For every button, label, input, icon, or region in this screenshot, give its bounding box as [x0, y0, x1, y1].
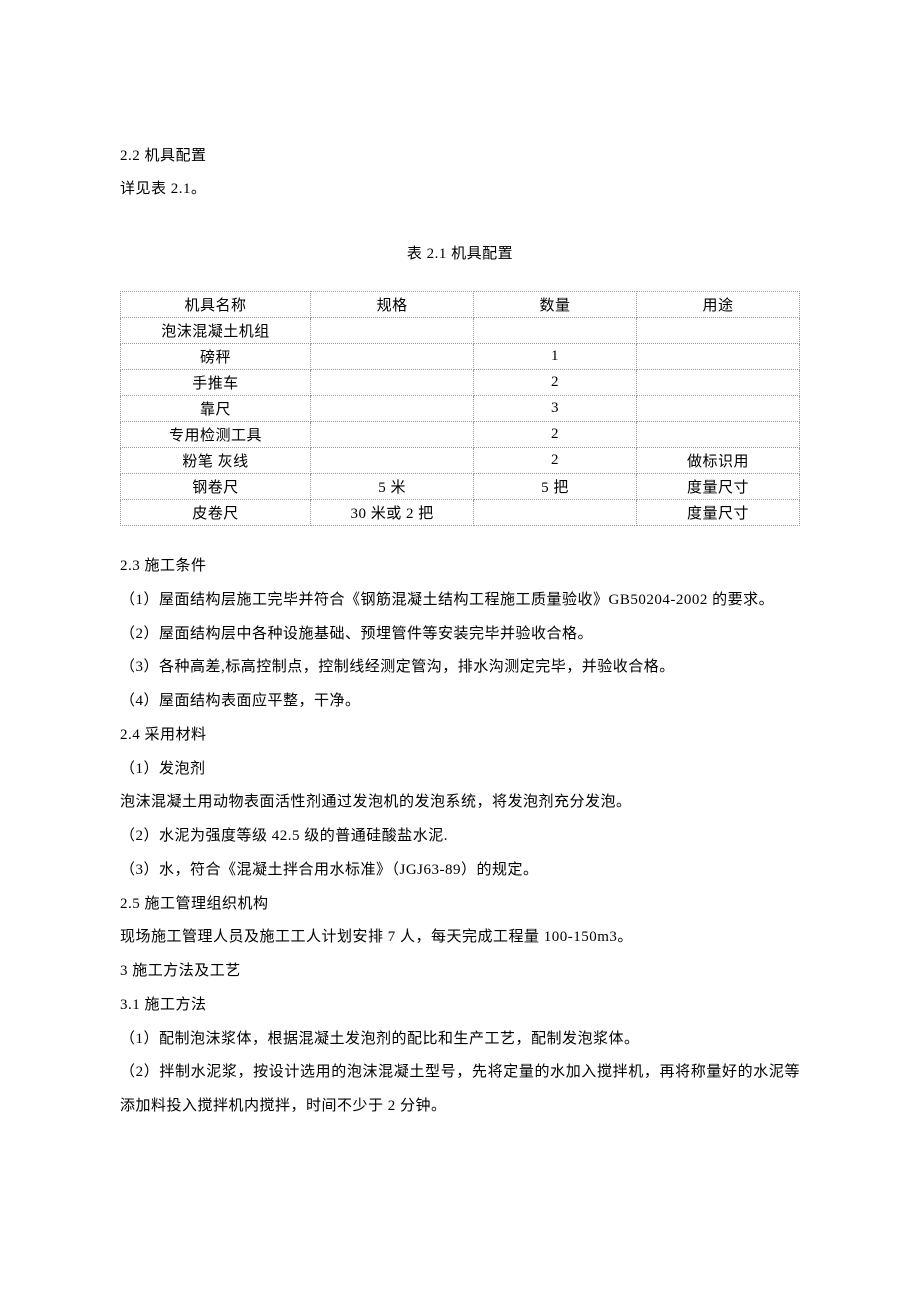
body-line: 2.3 施工条件 — [120, 550, 800, 584]
table-cell — [474, 500, 637, 526]
table-caption: 表 2.1 机具配置 — [120, 238, 800, 271]
table-header-cell: 数量 — [474, 292, 637, 318]
table-row: 靠尺 3 — [121, 396, 800, 422]
table-row: 皮卷尺 30 米或 2 把 度量尺寸 — [121, 500, 800, 526]
body-line: （2）拌制水泥浆，按设计选用的泡沫混凝土型号，先将定量的水加入搅拌机，再将称量好… — [120, 1056, 800, 1124]
table-cell — [637, 422, 800, 448]
table-cell: 1 — [474, 344, 637, 370]
table-row: 手推车 2 — [121, 370, 800, 396]
table-header-cell: 规格 — [311, 292, 474, 318]
table-cell: 3 — [474, 396, 637, 422]
section-heading-2-2: 2.2 机具配置 — [120, 140, 800, 173]
body-text-container: 2.3 施工条件 （1）屋面结构层施工完毕并符合《钢筋混凝土结构工程施工质量验收… — [120, 550, 800, 1124]
equipment-table: 机具名称 规格 数量 用途 泡沫混凝土机组 磅秤 1 手推车 2 靠尺 3 专用… — [120, 291, 800, 526]
table-cell: 做标识用 — [637, 448, 800, 474]
table-cell: 粉笔 灰线 — [121, 448, 311, 474]
table-cell — [311, 422, 474, 448]
body-line: （1）发泡剂 — [120, 753, 800, 787]
table-row: 钢卷尺 5 米 5 把 度量尺寸 — [121, 474, 800, 500]
table-cell — [311, 318, 474, 344]
table-cell: 2 — [474, 448, 637, 474]
table-cell: 30 米或 2 把 — [311, 500, 474, 526]
table-cell: 手推车 — [121, 370, 311, 396]
table-cell — [637, 370, 800, 396]
table-cell: 度量尺寸 — [637, 474, 800, 500]
table-cell — [311, 370, 474, 396]
table-cell: 钢卷尺 — [121, 474, 311, 500]
table-cell: 5 米 — [311, 474, 474, 500]
table-row: 粉笔 灰线 2 做标识用 — [121, 448, 800, 474]
body-line: （1）配制泡沫浆体，根据混凝土发泡剂的配比和生产工艺，配制发泡浆体。 — [120, 1023, 800, 1057]
body-line: 2.5 施工管理组织机构 — [120, 888, 800, 922]
table-cell — [637, 344, 800, 370]
body-line: （1）屋面结构层施工完毕并符合《钢筋混凝土结构工程施工质量验收》GB50204-… — [120, 584, 800, 618]
table-cell — [311, 344, 474, 370]
table-cell: 磅秤 — [121, 344, 311, 370]
body-line: （2）屋面结构层中各种设施基础、预埋管件等安装完毕并验收合格。 — [120, 618, 800, 652]
table-reference: 详见表 2.1。 — [120, 173, 800, 206]
body-line: （3）各种高差,标高控制点，控制线经测定管沟，排水沟测定完毕，并验收合格。 — [120, 651, 800, 685]
table-cell: 度量尺寸 — [637, 500, 800, 526]
table-cell: 2 — [474, 370, 637, 396]
table-header-cell: 机具名称 — [121, 292, 311, 318]
body-line: 3.1 施工方法 — [120, 989, 800, 1023]
table-header-row: 机具名称 规格 数量 用途 — [121, 292, 800, 318]
table-cell — [311, 448, 474, 474]
body-line: （4）屋面结构表面应平整，干净。 — [120, 685, 800, 719]
body-line: 3 施工方法及工艺 — [120, 955, 800, 989]
table-row: 泡沫混凝土机组 — [121, 318, 800, 344]
body-line: 泡沫混凝土用动物表面活性剂通过发泡机的发泡系统，将发泡剂充分发泡。 — [120, 786, 800, 820]
table-header-cell: 用途 — [637, 292, 800, 318]
table-cell: 靠尺 — [121, 396, 311, 422]
body-line: （2）水泥为强度等级 42.5 级的普通硅酸盐水泥. — [120, 820, 800, 854]
table-row: 专用检测工具 2 — [121, 422, 800, 448]
table-cell: 专用检测工具 — [121, 422, 311, 448]
table-row: 磅秤 1 — [121, 344, 800, 370]
table-cell: 皮卷尺 — [121, 500, 311, 526]
table-cell — [474, 318, 637, 344]
body-line: 现场施工管理人员及施工工人计划安排 7 人，每天完成工程量 100-150m3。 — [120, 921, 800, 955]
table-cell: 5 把 — [474, 474, 637, 500]
table-cell — [637, 396, 800, 422]
table-cell: 2 — [474, 422, 637, 448]
body-line: 2.4 采用材料 — [120, 719, 800, 753]
body-line: （3）水，符合《混凝土拌合用水标准》（JGJ63-89）的规定。 — [120, 854, 800, 888]
table-cell — [637, 318, 800, 344]
table-cell: 泡沫混凝土机组 — [121, 318, 311, 344]
table-cell — [311, 396, 474, 422]
